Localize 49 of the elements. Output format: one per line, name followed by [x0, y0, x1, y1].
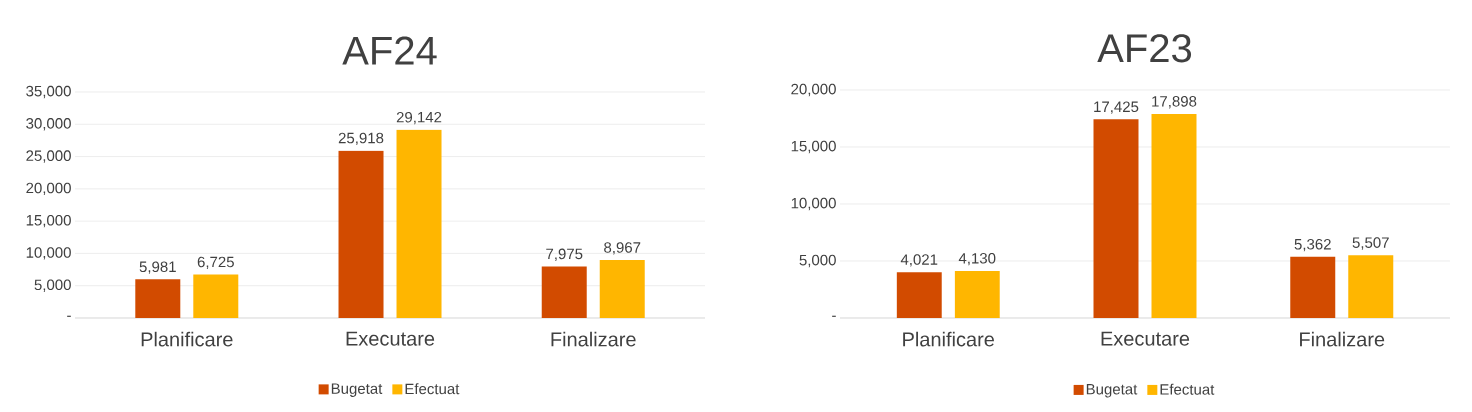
legend-label: Bugetat [331, 383, 383, 397]
x-tick-label: Finalizare [1300, 331, 1385, 347]
y-tick-label: 10,000 [26, 247, 71, 260]
y-tick-label: 15,000 [26, 214, 71, 228]
y-tick-label: 20,000 [26, 182, 71, 196]
x-tick-label: Planificare [141, 331, 233, 347]
y-tick-label: 25,000 [26, 150, 71, 163]
data-label: 5,362 [1294, 238, 1331, 252]
legend-label: Efectuat [1160, 383, 1215, 395]
data-label: 25,918 [338, 132, 384, 146]
y-tick-label: 20,000 [791, 83, 836, 97]
bar [599, 260, 645, 318]
y-tick-label: 30,000 [26, 118, 71, 131]
data-label: 7,975 [546, 248, 583, 261]
legend-label: Efectuat [405, 383, 460, 395]
data-label: 5,981 [139, 261, 176, 274]
x-tick-label: Finalizare [551, 331, 636, 347]
bar [954, 270, 1000, 318]
y-tick-label: 10,000 [791, 197, 836, 211]
x-tick-label: Executare [346, 331, 435, 346]
data-label: 17,425 [1094, 101, 1139, 114]
bar [1151, 113, 1197, 318]
bar [193, 274, 239, 318]
y-tick-label: 5,000 [799, 254, 836, 268]
x-tick-label: Executare [1101, 331, 1190, 346]
bar [541, 266, 587, 318]
data-label: 8,967 [604, 242, 641, 255]
bar [1348, 255, 1394, 318]
bar [338, 150, 384, 318]
y-tick-label: - [832, 315, 836, 317]
bar [396, 129, 442, 318]
chart-title: AF24 [342, 36, 437, 65]
bar [135, 279, 181, 318]
data-label: 4,021 [900, 254, 938, 267]
data-label: 17,898 [1152, 96, 1197, 109]
y-tick-label: 15,000 [791, 140, 836, 154]
bar [896, 272, 942, 318]
data-label: 5,507 [1352, 237, 1389, 250]
y-tick-label: 5,000 [34, 279, 71, 292]
bar [1093, 119, 1139, 318]
x-tick-label: Planificare [903, 331, 994, 347]
bar [1290, 256, 1336, 318]
legend-label: Bugetat [1086, 384, 1138, 398]
data-label: 29,142 [396, 111, 442, 125]
y-tick-label: 35,000 [26, 85, 71, 99]
chart-title: AF23 [1097, 34, 1192, 63]
data-label: 4,130 [958, 252, 996, 266]
data-label: 6,725 [197, 256, 234, 270]
y-tick-label: - [67, 315, 71, 317]
